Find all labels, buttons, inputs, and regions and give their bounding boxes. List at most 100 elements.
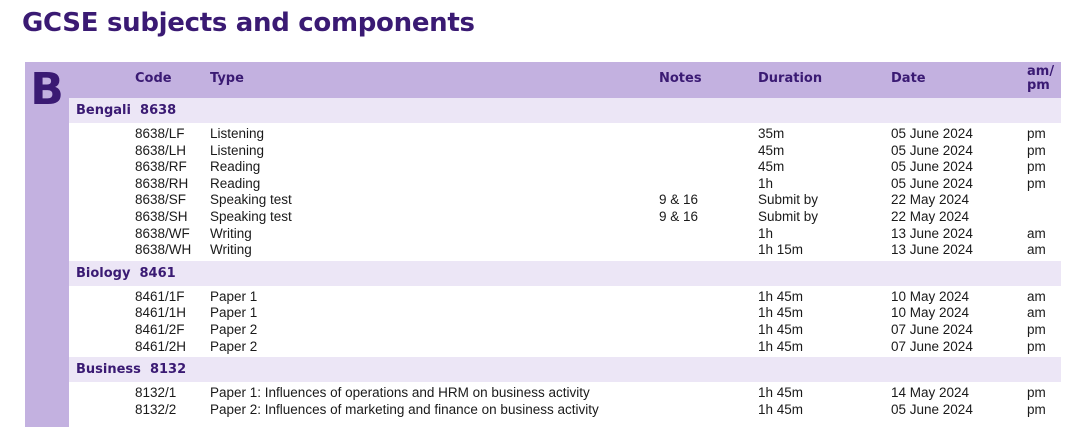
cell-type: Reading (210, 175, 261, 191)
cell-type: Writing (210, 225, 252, 241)
cell-date: 10 May 2024 (891, 305, 970, 321)
cell-code: 8461/1F (135, 288, 185, 304)
cell-duration: 1h (758, 225, 774, 241)
cell-ampm: pm (1027, 159, 1046, 175)
cell-ampm: am (1027, 288, 1046, 304)
cell-date: 05 June 2024 (891, 159, 973, 175)
cell-duration: 1h 45m (758, 322, 804, 337)
cell-ampm: am (1027, 225, 1046, 241)
cell-type: Speaking test (210, 192, 292, 208)
subject-header: Biology 8461 (69, 260, 1061, 286)
cell-type: Paper 2 (210, 338, 258, 354)
cell-date: 05 June 2024 (891, 401, 973, 417)
header-duration: Duration (758, 71, 823, 86)
cell-date: 22 May 2024 (891, 209, 970, 224)
table-row: 8638/SF Speaking test 9 & 16 Submit by 22 Ma… (69, 192, 1061, 208)
cell-type: Paper 1: Influences of operations and HR… (210, 385, 590, 401)
cell-duration: 45m (758, 142, 785, 158)
cell-type: Listening (210, 126, 265, 141)
table-row: 8638/RH Reading 1h 05 June 2024 pm (69, 176, 1061, 192)
table-row: 8132/1 Paper 1: Influences of operations … (69, 385, 1061, 401)
cell-duration: 1h (758, 175, 774, 191)
subject-header: Bengali 8638 (69, 98, 1061, 123)
cell-duration: 45m (758, 159, 785, 175)
header-ampm-line2: pm (1027, 78, 1050, 93)
cell-date: 05 June 2024 (891, 142, 973, 158)
cell-duration: 1h 45m (758, 305, 804, 321)
cell-ampm: am (1027, 242, 1046, 258)
cell-duration: Submit by (758, 192, 819, 208)
cell-code: 8638/SF (135, 192, 187, 208)
cell-code: 8132/1 (135, 385, 177, 401)
table-row: 8461/2F Paper 2 1h 45m 07 June 2024 pm (69, 322, 1061, 338)
table-row: 8638/LF Listening 35m 05 June 2024 pm (69, 126, 1061, 142)
cell-date: 14 May 2024 (891, 385, 970, 401)
cell-ampm: pm (1027, 126, 1046, 141)
header-ampm: am/pm (1027, 65, 1057, 93)
subject-name: Bengali 8638 (76, 103, 177, 118)
table-header: Code Type Notes Duration Date am/pm (69, 62, 1061, 98)
table-row: 8461/1H Paper 1 1h 45m 10 May 2024 am (69, 305, 1061, 321)
cell-type: Paper 2: Influences of marketing and fin… (210, 401, 599, 417)
cell-ampm: pm (1027, 322, 1046, 337)
subject-header: Business 8132 (69, 357, 1061, 383)
header-ampm-line1: am/ (1027, 64, 1055, 79)
cell-ampm: pm (1027, 401, 1046, 417)
cell-ampm: pm (1027, 142, 1046, 158)
table-row: 8461/2H Paper 2 1h 45m 07 June 2024 pm (69, 339, 1061, 355)
cell-duration: 1h 45m (758, 385, 804, 401)
cell-code: 8638/RH (135, 175, 189, 191)
table-row: 8638/WH Writing 1h 15m 13 June 2024 am (69, 242, 1061, 258)
cell-type: Reading (210, 159, 261, 175)
table-row: 8638/SH Speaking test 9 & 16 Submit by 22 Ma… (69, 209, 1061, 225)
cell-duration: 1h 45m (758, 288, 804, 304)
cell-ampm: pm (1027, 175, 1046, 191)
cell-duration: 1h 15m (758, 242, 804, 258)
cell-duration: 1h 45m (758, 401, 804, 417)
header-type: Type (210, 71, 244, 86)
cell-notes: 9 & 16 (659, 192, 699, 208)
cell-code: 8638/SH (135, 209, 188, 224)
cell-ampm: pm (1027, 338, 1046, 354)
header-code: Code (135, 71, 172, 86)
cell-duration: 1h 45m (758, 338, 804, 354)
cell-notes: 9 & 16 (659, 209, 699, 224)
cell-code: 8461/2F (135, 322, 185, 337)
cell-type: Speaking test (210, 209, 292, 224)
cell-code: 8638/LF (135, 126, 185, 141)
cell-date: 13 June 2024 (891, 225, 973, 241)
cell-type: Paper 1 (210, 288, 258, 304)
section-letter: B (30, 64, 64, 115)
table-row: 8638/RF Reading 45m 05 June 2024 pm (69, 159, 1061, 175)
cell-type: Listening (210, 142, 265, 158)
cell-date: 05 June 2024 (891, 126, 973, 141)
cell-type: Paper 1 (210, 305, 258, 321)
page-title: GCSE subjects and components (22, 8, 475, 38)
cell-type: Writing (210, 242, 252, 258)
table-row: 8638/WF Writing 1h 13 June 2024 am (69, 226, 1061, 242)
cell-date: 05 June 2024 (891, 175, 973, 191)
cell-duration: 35m (758, 126, 785, 141)
table-row: 8132/2 Paper 2: Influences of marketing a… (69, 402, 1061, 418)
cell-date: 13 June 2024 (891, 242, 973, 258)
exam-timetable: Code Type Notes Duration Date am/pm Beng… (69, 62, 1061, 427)
cell-date: 07 June 2024 (891, 338, 973, 354)
cell-code: 8461/2H (135, 338, 187, 354)
cell-code: 8638/WH (135, 242, 192, 258)
table-row: 8461/1F Paper 1 1h 45m 10 May 2024 am (69, 289, 1061, 305)
cell-code: 8638/LH (135, 142, 187, 158)
cell-code: 8132/2 (135, 401, 177, 417)
header-notes: Notes (659, 71, 702, 86)
cell-date: 10 May 2024 (891, 288, 970, 304)
cell-code: 8638/RF (135, 159, 187, 175)
cell-ampm: pm (1027, 385, 1046, 401)
cell-date: 07 June 2024 (891, 322, 973, 337)
table-row: 8638/LH Listening 45m 05 June 2024 pm (69, 143, 1061, 159)
subject-name: Business 8132 (76, 362, 187, 378)
cell-type: Paper 2 (210, 322, 258, 337)
cell-duration: Submit by (758, 209, 819, 224)
subject-name: Biology 8461 (76, 265, 176, 281)
cell-code: 8638/WF (135, 225, 190, 241)
cell-code: 8461/1H (135, 305, 187, 321)
section-letter-tab: B (25, 62, 69, 427)
